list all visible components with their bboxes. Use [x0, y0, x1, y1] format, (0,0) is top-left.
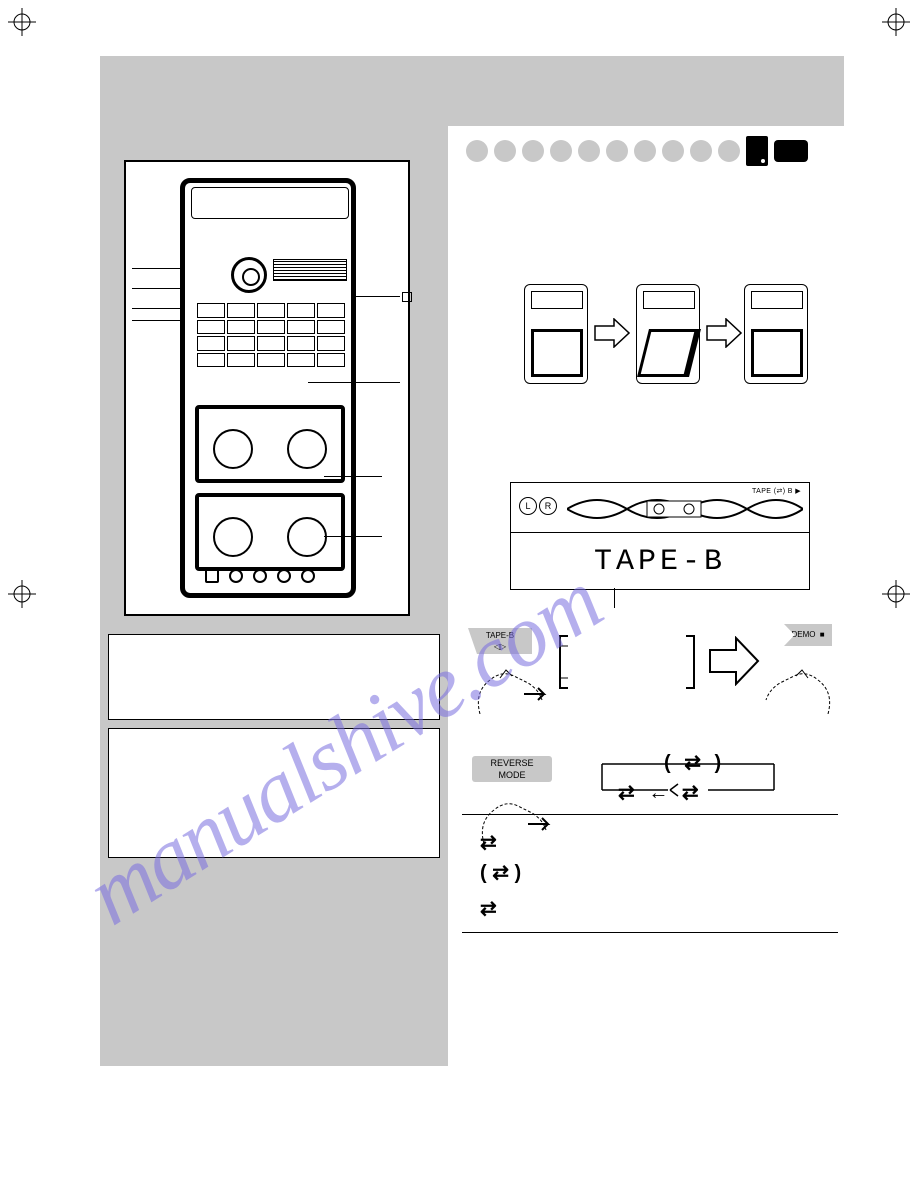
mode-row-1: ⇄ [480, 830, 497, 855]
lcd-tape-indicator: TAPE (⇄) B ▶ [752, 487, 801, 495]
nav-dot [690, 140, 712, 162]
nav-dot [634, 140, 656, 162]
device-tower [180, 178, 356, 598]
tape-badge-icon [774, 140, 808, 162]
device-bottom-controls [205, 569, 315, 583]
info-box-1 [108, 634, 440, 720]
device-button-grid [197, 303, 345, 367]
leader-line-r2 [308, 382, 400, 383]
step-illustration-2 [636, 284, 700, 384]
device-top-panel [191, 187, 349, 219]
bracket-left-icon [556, 634, 570, 690]
registration-mark-tr [882, 8, 910, 36]
device-deck-b [195, 493, 345, 571]
table-rule-top [462, 814, 838, 815]
lcd-channel-indicators: L R [519, 497, 557, 515]
hand-press-tape-b-icon [466, 640, 550, 714]
nav-dot [578, 140, 600, 162]
nav-dot [550, 140, 572, 162]
leader-line-right [356, 296, 400, 297]
tape-b-line1: TAPE-B [486, 631, 514, 640]
demo-text: DEMO [791, 630, 815, 639]
lcd-pointer-line [614, 588, 615, 608]
reverse-mode-line1: REVERSE [490, 758, 533, 768]
stop-icon [402, 292, 412, 302]
registration-mark-tl [8, 8, 36, 36]
reverse-cycle-bottom: ⇄ ← ⇄ [618, 780, 703, 805]
hand-press-demo-icon [758, 640, 842, 714]
device-badge-icon [746, 136, 768, 166]
table-rule-bottom [462, 932, 838, 933]
device-display [273, 259, 347, 281]
device-deck-a [195, 405, 345, 483]
mode-row-3: ⇄ [480, 896, 497, 921]
bracket-right-icon [684, 634, 698, 690]
lcd-channel-l: L [519, 497, 537, 515]
nav-dot [494, 140, 516, 162]
info-box-2 [108, 728, 440, 858]
device-dial [231, 257, 267, 293]
step-illustration-3 [744, 284, 808, 384]
section-dots [466, 136, 808, 166]
arrow-right-icon [594, 318, 630, 348]
registration-mark-mr [882, 580, 910, 608]
leader-line-r4 [324, 536, 382, 537]
lcd-top-row: L R TAPE (⇄) B ▶ [511, 483, 809, 533]
step-illustration-1 [524, 284, 588, 384]
registration-mark-ml [8, 580, 36, 608]
arrow-right-outline-icon [708, 636, 760, 686]
reverse-cycle-top: ( ⇄ ) [664, 750, 725, 775]
mode-row-2: ( ⇄ ) [480, 860, 521, 885]
lcd-channel-r: R [539, 497, 557, 515]
lcd-main-text: TAPE-B [511, 533, 809, 591]
lcd-wave-icon [567, 489, 803, 529]
arrow-right-icon [706, 318, 742, 348]
nav-dot [662, 140, 684, 162]
nav-dot [606, 140, 628, 162]
lcd-panel: L R TAPE (⇄) B ▶ TAPE-B [510, 482, 810, 590]
leader-line-r3 [324, 476, 382, 477]
nav-dot [466, 140, 488, 162]
header-bar [100, 56, 844, 126]
nav-dot [522, 140, 544, 162]
demo-stop-icon: ■ [820, 630, 825, 639]
nav-dot [718, 140, 740, 162]
